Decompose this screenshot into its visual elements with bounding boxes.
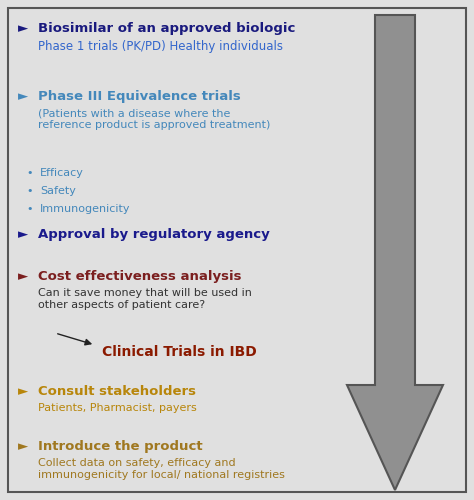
- Text: Clinical Trials in IBD: Clinical Trials in IBD: [102, 345, 257, 359]
- Text: Cost effectiveness analysis: Cost effectiveness analysis: [38, 270, 241, 283]
- Text: Collect data on safety, efficacy and
immunogenicity for local/ national registri: Collect data on safety, efficacy and imm…: [38, 458, 285, 479]
- Text: •: •: [26, 168, 33, 178]
- Text: Consult stakeholders: Consult stakeholders: [38, 385, 196, 398]
- Text: ►: ►: [18, 228, 28, 241]
- Text: Can it save money that will be used in
other aspects of patient care?: Can it save money that will be used in o…: [38, 288, 252, 310]
- Text: Approval by regulatory agency: Approval by regulatory agency: [38, 228, 270, 241]
- Text: •: •: [26, 204, 33, 214]
- Text: ►: ►: [18, 440, 28, 453]
- Text: Introduce the product: Introduce the product: [38, 440, 202, 453]
- Text: (Patients with a disease where the
reference product is approved treatment): (Patients with a disease where the refer…: [38, 108, 270, 130]
- Text: Phase 1 trials (PK/PD) Healthy individuals: Phase 1 trials (PK/PD) Healthy individua…: [38, 40, 283, 53]
- Text: ►: ►: [18, 90, 28, 103]
- Text: Efficacy: Efficacy: [40, 168, 84, 178]
- Text: •: •: [26, 186, 33, 196]
- Text: ►: ►: [18, 385, 28, 398]
- Text: Patients, Pharmacist, payers: Patients, Pharmacist, payers: [38, 403, 197, 413]
- Text: Safety: Safety: [40, 186, 76, 196]
- Text: Biosimilar of an approved biologic: Biosimilar of an approved biologic: [38, 22, 295, 35]
- Text: Immunogenicity: Immunogenicity: [40, 204, 130, 214]
- Text: Phase III Equivalence trials: Phase III Equivalence trials: [38, 90, 241, 103]
- Polygon shape: [347, 15, 443, 490]
- Text: ►: ►: [18, 22, 28, 35]
- Text: ►: ►: [18, 270, 28, 283]
